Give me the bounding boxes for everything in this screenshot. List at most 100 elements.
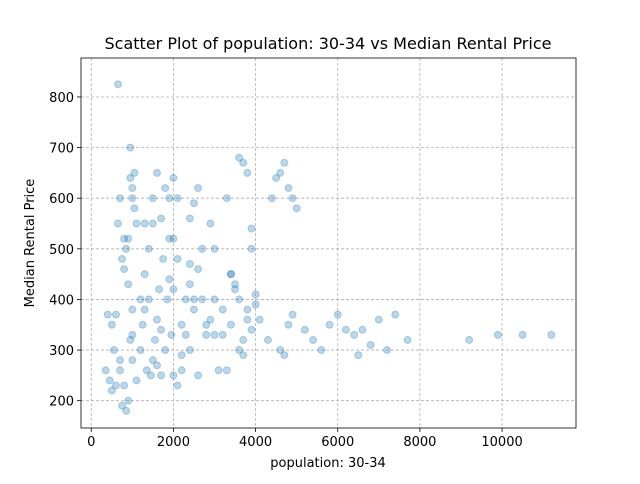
point xyxy=(239,351,248,360)
point xyxy=(122,406,131,415)
point xyxy=(124,396,133,405)
point xyxy=(107,386,116,395)
point xyxy=(157,325,166,334)
point xyxy=(280,351,289,360)
point xyxy=(210,295,219,304)
point xyxy=(194,371,203,380)
point xyxy=(163,295,172,304)
point xyxy=(300,325,309,334)
point xyxy=(107,320,116,329)
point xyxy=(206,315,215,324)
point xyxy=(116,194,125,203)
point xyxy=(226,270,235,279)
point xyxy=(185,260,194,269)
point xyxy=(165,194,174,203)
point xyxy=(247,224,256,233)
point xyxy=(185,346,194,355)
point xyxy=(118,401,127,410)
point xyxy=(103,310,112,319)
point xyxy=(157,371,166,380)
point xyxy=(101,366,110,375)
point xyxy=(118,254,127,263)
point xyxy=(126,173,135,182)
x-tick-label: 0 xyxy=(87,435,95,450)
point xyxy=(128,305,137,314)
point xyxy=(148,356,157,365)
point xyxy=(173,194,182,203)
point xyxy=(251,300,260,309)
point xyxy=(173,254,182,263)
point xyxy=(309,335,318,344)
point xyxy=(198,244,207,253)
point xyxy=(155,285,164,294)
point xyxy=(173,381,182,390)
point xyxy=(126,143,135,152)
x-tick-label: 6000 xyxy=(321,435,354,450)
point xyxy=(132,219,141,228)
point xyxy=(202,330,211,339)
point xyxy=(161,184,170,193)
point xyxy=(247,325,256,334)
y-axis-label: Median Rental Price xyxy=(23,179,38,308)
point xyxy=(251,290,260,299)
point xyxy=(243,168,252,177)
point xyxy=(136,346,145,355)
point xyxy=(189,305,198,314)
point xyxy=(276,346,285,355)
point xyxy=(243,315,252,324)
point xyxy=(263,335,272,344)
y-tick-label: 600 xyxy=(49,192,74,207)
point xyxy=(109,346,118,355)
chart-title: Scatter Plot of population: 30-34 vs Med… xyxy=(105,34,552,53)
x-tick-label: 2000 xyxy=(157,435,190,450)
point xyxy=(128,330,137,339)
point xyxy=(239,335,248,344)
points xyxy=(101,80,556,415)
point xyxy=(111,310,120,319)
point xyxy=(247,244,256,253)
plot-frame xyxy=(80,57,577,429)
point xyxy=(255,315,264,324)
point xyxy=(169,285,178,294)
point xyxy=(148,219,157,228)
point xyxy=(113,80,122,89)
point xyxy=(350,330,359,339)
point xyxy=(124,280,133,289)
x-tick-label: 8000 xyxy=(403,435,436,450)
y-tick-label: 700 xyxy=(49,142,74,157)
point xyxy=(169,234,178,243)
point xyxy=(391,310,400,319)
point xyxy=(243,305,252,314)
point xyxy=(148,194,157,203)
point xyxy=(140,305,149,314)
point xyxy=(325,320,334,329)
point xyxy=(280,158,289,167)
point xyxy=(354,351,363,360)
point xyxy=(226,270,235,279)
point xyxy=(218,305,227,314)
point xyxy=(116,366,125,375)
point xyxy=(218,330,227,339)
point xyxy=(210,330,219,339)
point xyxy=(366,340,375,349)
point xyxy=(222,366,231,375)
point xyxy=(185,280,194,289)
point xyxy=(333,310,342,319)
point xyxy=(189,295,198,304)
point xyxy=(177,320,186,329)
point xyxy=(341,325,350,334)
point xyxy=(120,234,129,243)
point xyxy=(374,315,383,324)
point xyxy=(169,371,178,380)
point xyxy=(136,295,145,304)
point xyxy=(284,184,293,193)
point xyxy=(152,168,161,177)
point xyxy=(235,346,244,355)
point xyxy=(161,346,170,355)
point xyxy=(239,158,248,167)
point xyxy=(165,234,174,243)
y-tick-label: 400 xyxy=(49,293,74,308)
point xyxy=(284,320,293,329)
point xyxy=(128,356,137,365)
